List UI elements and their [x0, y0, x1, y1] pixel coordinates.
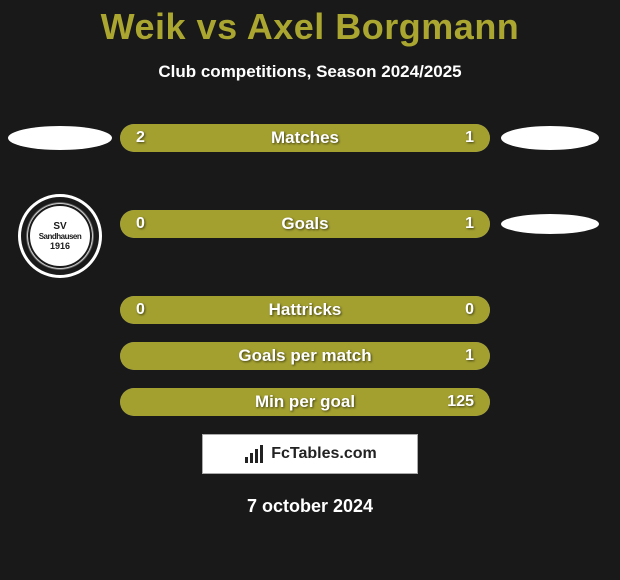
left-slot — [0, 126, 120, 150]
stat-row: 2Matches1 — [0, 124, 620, 152]
left-player-ellipse — [8, 126, 112, 150]
stat-bar: 0Hattricks0 — [120, 296, 490, 324]
subtitle: Club competitions, Season 2024/2025 — [0, 62, 620, 82]
stat-label: Min per goal — [120, 388, 490, 416]
left-slot: SVSandhausen1916 — [0, 170, 120, 278]
stat-bar: Min per goal125 — [120, 388, 490, 416]
stat-bar: Goals per match1 — [120, 342, 490, 370]
right-value: 0 — [465, 296, 474, 324]
date-text: 7 october 2024 — [0, 496, 620, 517]
footer-brand-text: FcTables.com — [271, 445, 377, 463]
stat-label: Matches — [120, 124, 490, 152]
stat-row: Min per goal125 — [0, 388, 620, 416]
right-value: 1 — [465, 342, 474, 370]
right-value: 125 — [447, 388, 474, 416]
stat-label: Goals per match — [120, 342, 490, 370]
stat-row: 0Hattricks0 — [0, 296, 620, 324]
stat-label: Goals — [120, 210, 490, 238]
right-slot — [490, 214, 610, 234]
stat-bar: 0Goals1 — [120, 210, 490, 238]
right-value: 1 — [465, 124, 474, 152]
footer-brand-box: FcTables.com — [202, 434, 418, 474]
badge-inner: SVSandhausen1916 — [28, 204, 92, 268]
right-player-ellipse — [501, 126, 599, 150]
right-slot — [490, 126, 610, 150]
page-title: Weik vs Axel Borgmann — [0, 6, 620, 48]
stat-bar: 2Matches1 — [120, 124, 490, 152]
left-club-badge: SVSandhausen1916 — [18, 194, 102, 278]
stat-label: Hattricks — [120, 296, 490, 324]
right-value: 1 — [465, 210, 474, 238]
bars-icon — [243, 445, 265, 463]
stat-row: Goals per match1 — [0, 342, 620, 370]
comparison-container: Weik vs Axel Borgmann Club competitions,… — [0, 0, 620, 517]
stat-rows: 2Matches1SVSandhausen19160Goals10Hattric… — [0, 124, 620, 416]
stat-row: SVSandhausen1916 0Goals1 — [0, 170, 620, 278]
right-club-ellipse — [501, 214, 599, 234]
